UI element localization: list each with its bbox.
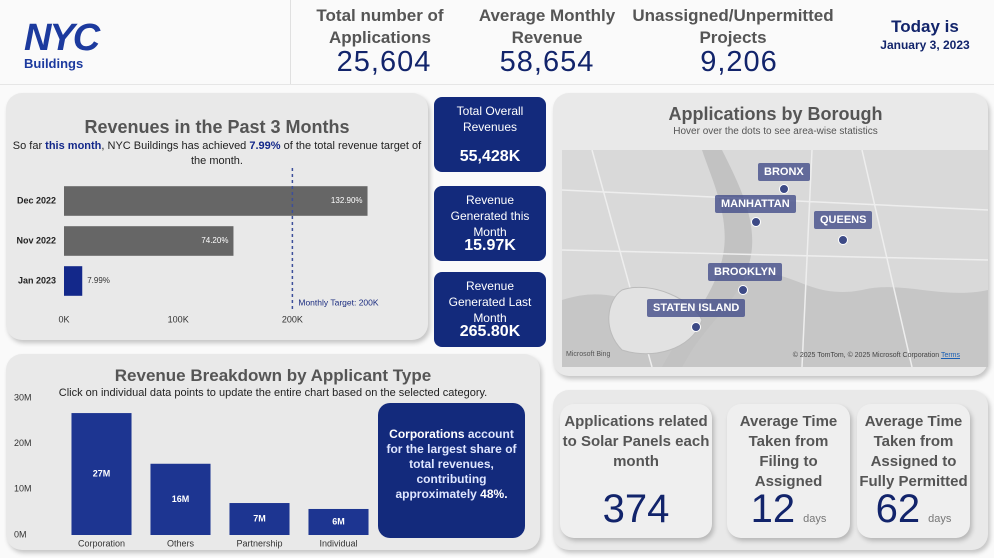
stat-label: Average Time Taken from Assigned to Full…	[859, 413, 968, 490]
chart-subtitle: So far this month, NYC Buildings has ach…	[12, 139, 422, 169]
card-value: 55,428K	[459, 148, 521, 165]
y-tick-label: Jan 2023	[18, 275, 56, 285]
subtitle-text: , NYC Buildings has achieved	[101, 140, 250, 152]
target-label: Monthly Target: 200K	[298, 297, 378, 307]
revenue-card: Total Overall Revenues 55,428K	[434, 97, 546, 172]
borough-tag[interactable]: STATEN ISLAND	[647, 299, 746, 317]
bar-label: 6M	[332, 516, 345, 526]
today-label: Today is	[891, 17, 959, 36]
x-tick-label: Others	[167, 538, 195, 548]
kpi-label: Average Monthly Revenue	[478, 6, 616, 47]
logo-title: NYC	[24, 17, 100, 59]
stat-card: Applications related to Solar Panels eac…	[560, 404, 712, 538]
kpi-value: 58,654	[499, 46, 595, 78]
kpi-value: 9,206	[700, 46, 778, 78]
stat-value: 374	[602, 487, 670, 531]
stat-card: Average Time Taken from Filing to Assign…	[727, 404, 850, 538]
map-attribution: Microsoft Bing	[566, 351, 611, 358]
callout: Corporations account for the largest sha…	[378, 403, 525, 538]
x-tick-label: 200K	[282, 314, 303, 324]
stat-label: Average Time Taken from Filing to Assign…	[739, 413, 838, 490]
y-tick-label: 0M	[14, 529, 27, 539]
y-tick-label: 20M	[14, 438, 32, 448]
callout-highlight: 48%.	[480, 487, 508, 501]
subtitle-highlight: 7.99%	[249, 140, 281, 152]
kpi-label: Unassigned/Unpermitted Projects	[632, 6, 834, 47]
subtitle-text: So far	[12, 140, 46, 152]
borough-tag[interactable]: MANHATTAN	[715, 195, 796, 213]
x-tick-label: Individual	[319, 538, 357, 548]
subtitle-text: of the total revenue target of the month…	[191, 140, 422, 167]
stat-unit: days	[803, 513, 827, 525]
copyright: © 2025 TomTom, © 2025 Microsoft Corporat…	[792, 352, 940, 359]
bar[interactable]	[64, 226, 234, 256]
x-tick-label: 100K	[168, 314, 189, 324]
divider	[0, 84, 994, 85]
map-copyright: © 2025 TomTom, © 2025 Microsoft Corporat…	[700, 352, 960, 359]
revenue-card: Revenue Generated Last Month 265.80K	[434, 272, 546, 347]
x-tick-label: 0K	[58, 314, 69, 324]
card-label: Total Overall Revenues	[456, 104, 524, 134]
today-date: January 3, 2023	[880, 38, 970, 52]
kpi-label: Total number of Applications	[316, 6, 444, 47]
subtitle-highlight: this month	[45, 140, 102, 152]
bar-label: 132.90%	[331, 196, 363, 205]
callout-highlight: Corporations	[389, 427, 465, 441]
x-tick-label: Corporation	[78, 538, 125, 548]
divider	[290, 0, 291, 84]
borough-tag[interactable]: BRONX	[758, 163, 810, 181]
bar-label: 7M	[253, 513, 266, 523]
borough-tag[interactable]: QUEENS	[814, 211, 873, 229]
y-tick-label: 10M	[14, 484, 32, 494]
map-title: Applications by Borough	[668, 104, 883, 124]
chart-subtitle: Click on individual data points to updat…	[58, 387, 488, 399]
logo: NYC Buildings	[24, 18, 124, 78]
bar-label: 7.99%	[87, 276, 110, 285]
y-tick-label: Nov 2022	[16, 235, 56, 245]
terms-link[interactable]: Terms	[940, 352, 960, 359]
stat-value: 12	[750, 487, 796, 531]
bar-label: 16M	[172, 494, 190, 504]
y-tick-label: 30M	[14, 392, 32, 402]
stat-card: Average Time Taken from Assigned to Full…	[857, 404, 970, 538]
kpi-value: 25,604	[336, 46, 432, 78]
card-value: 265.80K	[459, 323, 521, 340]
bar-label: 74.20%	[201, 236, 228, 245]
logo-subtitle: Buildings	[24, 56, 84, 71]
bar[interactable]	[308, 508, 369, 535]
bar[interactable]	[64, 266, 83, 296]
stat-label: Applications related to Solar Panels eac…	[562, 413, 710, 470]
bar[interactable]	[150, 463, 211, 535]
chart-title: Revenues in the Past 3 Months	[84, 117, 350, 137]
map-subtitle: Hover over the dots to see area-wise sta…	[673, 126, 878, 137]
stat-unit: days	[928, 513, 952, 525]
revenue-panel	[6, 93, 428, 340]
callout-text: account for the largest share of total r…	[386, 427, 517, 501]
bar[interactable]	[229, 503, 290, 535]
card-value: 15.97K	[464, 237, 516, 254]
revenue-card: Revenue Generated this Month 15.97K	[434, 186, 546, 261]
bar-label: 27M	[93, 468, 111, 478]
x-tick-label: Partnership	[236, 538, 282, 548]
borough-tag[interactable]: BROOKLYN	[708, 263, 782, 281]
card-label: Revenue Generated Last Month	[448, 279, 532, 325]
card-label: Revenue Generated this Month	[450, 193, 530, 239]
stat-value: 62	[875, 487, 921, 531]
chart-title: Revenue Breakdown by Applicant Type	[114, 366, 432, 385]
bar[interactable]	[64, 186, 368, 216]
bar[interactable]	[71, 413, 132, 535]
y-tick-label: Dec 2022	[17, 195, 56, 205]
